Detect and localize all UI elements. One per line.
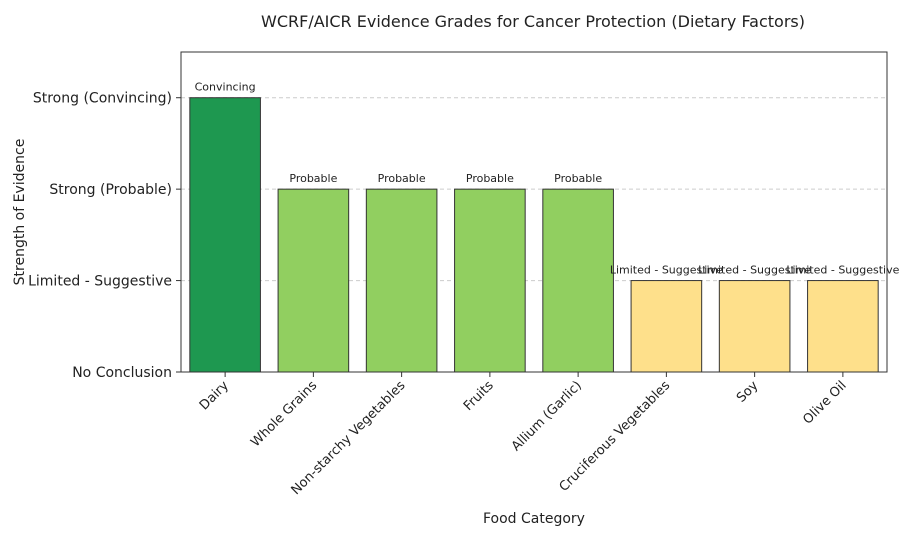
bar-value-label: Probable (466, 172, 514, 185)
bar (189, 97, 261, 373)
bar (277, 188, 350, 373)
bar (630, 280, 703, 373)
x-tick-label: Dairy (197, 378, 232, 413)
bar-value-label: Probable (289, 172, 337, 185)
plot-frame (180, 51, 888, 373)
bar-value-label: Convincing (195, 81, 256, 94)
y-tick-label: Strong (Convincing) (33, 91, 172, 107)
y-tick-label: Limited - Suggestive (28, 274, 172, 290)
y-tick-label: Strong (Probable) (49, 182, 172, 198)
bar (454, 188, 526, 373)
bar-value-label: Limited - Suggestive (610, 264, 723, 277)
bar (718, 280, 791, 373)
y-axis-label: Strength of Evidence (12, 139, 28, 286)
x-tick-label: Allium (Garlic) (509, 378, 585, 454)
y-tick-label: No Conclusion (72, 365, 172, 381)
x-tick-label: Soy (734, 378, 762, 406)
y-axis-ticks: No Conclusion Limited - Suggestive Strong … (28, 91, 181, 381)
bar (807, 280, 879, 373)
bar-value-label: Probable (554, 172, 602, 185)
bar-labels: Convincing Probable Probable Probable Probab… (195, 81, 900, 277)
bar-value-label: Limited - Suggestive (786, 264, 899, 277)
bar-value-label: Limited - Suggestive (698, 264, 811, 277)
bar (365, 188, 438, 373)
x-tick-label: Whole Grains (248, 378, 320, 450)
x-axis-label: Food Category (483, 511, 585, 527)
x-tick-label: Fruits (461, 378, 497, 414)
bar-value-label: Probable (378, 172, 426, 185)
bars (189, 97, 879, 373)
bar (542, 188, 614, 373)
x-tick-label: Olive Oil (800, 378, 849, 427)
chart-title: WCRF/AICR Evidence Grades for Cancer Pro… (261, 12, 805, 31)
